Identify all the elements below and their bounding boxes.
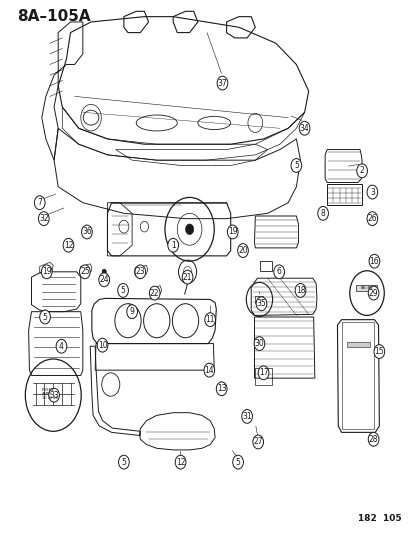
Circle shape [118, 455, 129, 469]
Circle shape [366, 185, 377, 199]
Circle shape [204, 364, 214, 377]
Text: 25: 25 [80, 268, 90, 276]
Circle shape [167, 238, 178, 252]
Text: 27: 27 [253, 438, 262, 447]
Circle shape [175, 455, 185, 469]
Circle shape [182, 270, 192, 284]
Text: 17: 17 [258, 368, 268, 377]
Text: 35: 35 [256, 299, 266, 308]
Circle shape [41, 265, 52, 279]
Text: 37: 37 [217, 78, 227, 87]
Circle shape [232, 455, 243, 469]
Text: 1: 1 [171, 241, 175, 250]
Circle shape [79, 265, 90, 279]
Text: 12: 12 [176, 458, 185, 466]
Text: 30 20 20: 30 20 20 [42, 397, 57, 400]
Text: 28: 28 [368, 435, 377, 444]
Text: 34: 34 [299, 124, 309, 133]
Circle shape [117, 284, 128, 297]
Text: 23: 23 [135, 268, 145, 276]
Circle shape [256, 297, 266, 311]
Circle shape [38, 212, 49, 225]
Circle shape [299, 122, 309, 135]
Circle shape [368, 286, 378, 300]
Text: 21: 21 [183, 273, 192, 281]
Text: FUSES: FUSES [42, 388, 54, 392]
Circle shape [356, 164, 367, 177]
Circle shape [273, 265, 284, 279]
Circle shape [34, 196, 45, 209]
Text: 19: 19 [228, 228, 237, 237]
Circle shape [126, 305, 137, 319]
Text: 15: 15 [374, 347, 383, 356]
Circle shape [237, 244, 248, 257]
Text: 19: 19 [42, 268, 51, 276]
Circle shape [227, 225, 237, 239]
Circle shape [368, 432, 378, 446]
Circle shape [56, 340, 66, 353]
Text: 5: 5 [121, 458, 126, 466]
Text: 14: 14 [204, 366, 214, 375]
Text: 20: 20 [237, 246, 247, 255]
Circle shape [254, 337, 264, 351]
Circle shape [185, 224, 193, 235]
Text: AMPS: AMPS [42, 392, 52, 396]
Text: 4: 4 [59, 342, 64, 351]
Circle shape [81, 225, 92, 239]
Text: 26: 26 [367, 214, 376, 223]
Circle shape [99, 273, 109, 287]
Text: 5: 5 [293, 161, 298, 170]
Circle shape [368, 254, 379, 268]
Circle shape [294, 284, 305, 297]
Circle shape [102, 269, 106, 274]
Circle shape [49, 388, 59, 402]
Circle shape [149, 286, 160, 300]
Text: 30: 30 [254, 339, 263, 348]
Circle shape [241, 409, 252, 423]
Text: 10: 10 [97, 341, 107, 350]
Text: 12: 12 [64, 241, 73, 250]
Text: 13: 13 [216, 384, 226, 393]
Text: 3: 3 [369, 188, 374, 197]
Text: 5: 5 [120, 286, 125, 295]
Circle shape [97, 338, 108, 352]
Polygon shape [346, 342, 369, 348]
Text: 33: 33 [49, 391, 59, 400]
Polygon shape [356, 285, 376, 292]
Circle shape [373, 345, 384, 359]
Text: 36: 36 [82, 228, 92, 237]
Circle shape [252, 435, 263, 449]
Text: 2: 2 [359, 166, 363, 175]
Circle shape [290, 159, 301, 172]
Text: 22: 22 [150, 288, 159, 297]
Text: 9: 9 [129, 307, 134, 316]
Circle shape [317, 206, 328, 220]
Text: 8A–105A: 8A–105A [17, 9, 90, 23]
Text: 6: 6 [276, 268, 281, 276]
Text: 24: 24 [99, 275, 109, 284]
Text: 31: 31 [242, 412, 252, 421]
Text: 16: 16 [369, 257, 378, 265]
Text: 88:88: 88:88 [359, 286, 372, 290]
Circle shape [258, 366, 268, 379]
Text: 29: 29 [368, 288, 377, 297]
Text: 32: 32 [39, 214, 48, 223]
Circle shape [216, 76, 227, 90]
Circle shape [216, 382, 226, 395]
Circle shape [204, 313, 215, 327]
Circle shape [63, 238, 74, 252]
Text: 182  105: 182 105 [357, 514, 401, 523]
Circle shape [135, 265, 145, 279]
Text: 5: 5 [235, 458, 240, 466]
Text: 7: 7 [37, 198, 42, 207]
Circle shape [366, 212, 377, 225]
Text: 18: 18 [295, 286, 304, 295]
Text: 5: 5 [43, 312, 47, 321]
Circle shape [40, 310, 50, 324]
Text: 11: 11 [205, 315, 214, 324]
Text: 8: 8 [320, 209, 325, 218]
